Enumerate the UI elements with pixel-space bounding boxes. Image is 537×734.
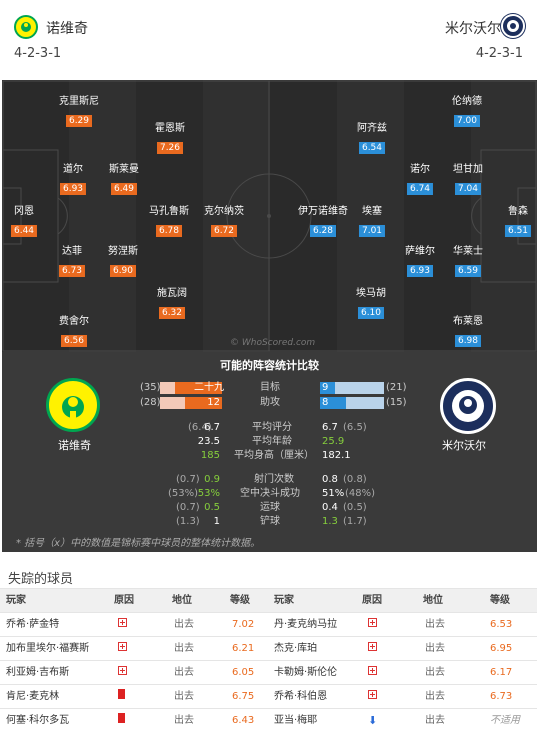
injury-icon xyxy=(368,690,377,699)
missing-player-name[interactable]: 乔希·萨金特 xyxy=(6,619,60,630)
missing-player-rating: 6.21 xyxy=(232,643,255,654)
missing-player-status: 出去 xyxy=(174,715,194,726)
away-player[interactable]: 阿齐兹 6.54 xyxy=(357,123,387,154)
injury-icon xyxy=(368,666,377,675)
missing-player-status: 出去 xyxy=(425,619,445,630)
away-player[interactable]: 萨维尔 6.93 xyxy=(405,246,435,277)
missing-player-row: 利亚姆·吉布斯 出去 6.05 卡勒姆·斯伦伦 出去 6.17 xyxy=(0,660,537,684)
missing-player-rating: 6.05 xyxy=(232,667,255,678)
red-card-icon xyxy=(118,713,125,723)
missing-player-rating: 6.95 xyxy=(490,643,513,654)
away-player[interactable]: 鲁森 6.51 xyxy=(504,206,532,237)
red-card-icon xyxy=(118,689,125,699)
home-formation: 4-2-3-1 xyxy=(14,46,62,61)
injury-icon xyxy=(118,618,127,627)
missing-player-rating: 7.02 xyxy=(232,619,255,630)
watermark: © WhoScored.com xyxy=(230,338,316,348)
arrow-down-icon: ⬇ xyxy=(368,714,378,727)
home-player[interactable]: 达菲 6.73 xyxy=(58,246,86,277)
millwall-crest-icon[interactable] xyxy=(501,14,525,38)
home-team-name: 诺维奇 xyxy=(58,439,91,452)
missing-player-name[interactable]: 何塞·科尔多瓦 xyxy=(6,715,70,726)
missing-player-status: 出去 xyxy=(174,667,194,678)
missing-player-row: 何塞·科尔多瓦 出去 6.43 亚当·梅耶 ⬇ 出去 不适用 xyxy=(0,708,537,732)
home-player[interactable]: 克里斯尼 6.29 xyxy=(59,96,99,127)
match-header: 诺维奇 4-2-3-1 米尔沃尔 4-2-3-1 xyxy=(0,0,537,80)
home-assists-bar xyxy=(185,397,222,409)
lineup-stats-comparison: 可能的阵容统计比较 诺维奇 米尔沃尔 (35) 二十九 目标 9 (21) (2… xyxy=(2,352,537,552)
home-player[interactable]: 克尔纳茨 6.72 xyxy=(204,206,244,237)
home-player[interactable]: 努涅斯 6.90 xyxy=(108,246,138,277)
missing-players-title: 失踪的球员 xyxy=(8,572,74,587)
missing-player-status: 出去 xyxy=(174,619,194,630)
norwich-crest-icon[interactable] xyxy=(14,15,38,39)
missing-player-status: 出去 xyxy=(174,643,194,654)
away-team-name: 米尔沃尔 xyxy=(442,439,486,452)
home-player[interactable]: 冈恩 6.44 xyxy=(10,206,38,237)
missing-player-name[interactable]: 丹·麦克纳马拉 xyxy=(274,619,338,630)
missing-player-name[interactable]: 杰克·库珀 xyxy=(274,643,318,654)
home-player[interactable]: 施瓦阔 6.32 xyxy=(157,288,187,319)
stats-footnote: * 括号（x）中的数值是锦标赛中球员的整体统计数据。 xyxy=(16,538,261,549)
home-player[interactable]: 斯莱曼 6.49 xyxy=(109,164,139,195)
away-team-name[interactable]: 米尔沃尔 xyxy=(445,21,501,37)
home-team-name[interactable]: 诺维奇 xyxy=(46,21,88,37)
missing-player-name[interactable]: 肯尼·麦克林 xyxy=(6,691,60,702)
away-player[interactable]: 埃塞 7.01 xyxy=(358,206,386,237)
missing-player-name[interactable]: 加布里埃尔·福赛斯 xyxy=(6,643,90,654)
home-player[interactable]: 道尔 6.93 xyxy=(59,164,87,195)
pitch-lines xyxy=(2,80,537,352)
away-player[interactable]: 伊万诺维奇 6.28 xyxy=(298,206,348,237)
away-assists-bar xyxy=(320,397,346,409)
home-player[interactable]: 费舍尔 6.56 xyxy=(59,316,89,347)
missing-player-row: 肯尼·麦克林 出去 6.75 乔希·科伯恩 出去 6.73 xyxy=(0,684,537,708)
missing-player-rating: 6.73 xyxy=(490,691,513,702)
injury-icon xyxy=(368,618,377,627)
missing-player-name[interactable]: 亚当·梅耶 xyxy=(274,715,318,726)
missing-players-section: 失踪的球员 玩家 原因 地位 等级 玩家 原因 地位 等级 乔希·萨金特 出去 7.… xyxy=(0,560,537,728)
missing-player-rating: 6.43 xyxy=(232,715,255,726)
injury-icon xyxy=(118,642,127,651)
away-player[interactable]: 华莱士 6.59 xyxy=(453,246,483,277)
missing-player-status: 出去 xyxy=(425,643,445,654)
missing-player-name[interactable]: 乔希·科伯恩 xyxy=(274,691,328,702)
millwall-crest-icon xyxy=(440,378,496,434)
missing-player-status: 出去 xyxy=(425,691,445,702)
home-goals-bar xyxy=(175,382,222,394)
missing-player-rating: 6.75 xyxy=(232,691,255,702)
away-player[interactable]: 诺尔 6.74 xyxy=(406,164,434,195)
stats-title: 可能的阵容统计比较 xyxy=(220,359,319,372)
missing-player-rating: 不适用 xyxy=(490,715,520,726)
missing-player-name[interactable]: 利亚姆·吉布斯 xyxy=(6,667,70,678)
injury-icon xyxy=(118,666,127,675)
home-player[interactable]: 马孔鲁斯 6.78 xyxy=(149,206,189,237)
away-player[interactable]: 埃马胡 6.10 xyxy=(356,288,386,319)
away-goals-bar xyxy=(320,382,335,394)
missing-player-rating: 6.53 xyxy=(490,619,513,630)
injury-icon xyxy=(368,642,377,651)
missing-header-row: 玩家 原因 地位 等级 玩家 原因 地位 等级 xyxy=(0,588,537,612)
missing-player-name[interactable]: 卡勒姆·斯伦伦 xyxy=(274,667,338,678)
missing-player-status: 出去 xyxy=(174,691,194,702)
missing-player-row: 加布里埃尔·福赛斯 出去 6.21 杰克·库珀 出去 6.95 xyxy=(0,636,537,660)
away-formation: 4-2-3-1 xyxy=(475,46,523,61)
missing-player-status: 出去 xyxy=(425,715,445,726)
home-player[interactable]: 霍恩斯 7.26 xyxy=(155,123,185,154)
missing-player-rating: 6.17 xyxy=(490,667,513,678)
missing-player-status: 出去 xyxy=(425,667,445,678)
norwich-crest-icon xyxy=(46,378,100,432)
away-player[interactable]: 布莱恩 6.98 xyxy=(453,316,483,347)
pitch: 克里斯尼 6.29 霍恩斯 7.26 道尔 6.93 斯莱曼 6.49 冈恩 6.44 马… xyxy=(2,80,537,352)
missing-player-row: 乔希·萨金特 出去 7.02 丹·麦克纳马拉 出去 6.53 xyxy=(0,612,537,636)
away-player[interactable]: 伦纳德 7.00 xyxy=(452,96,482,127)
away-player[interactable]: 坦甘加 7.04 xyxy=(453,164,483,195)
